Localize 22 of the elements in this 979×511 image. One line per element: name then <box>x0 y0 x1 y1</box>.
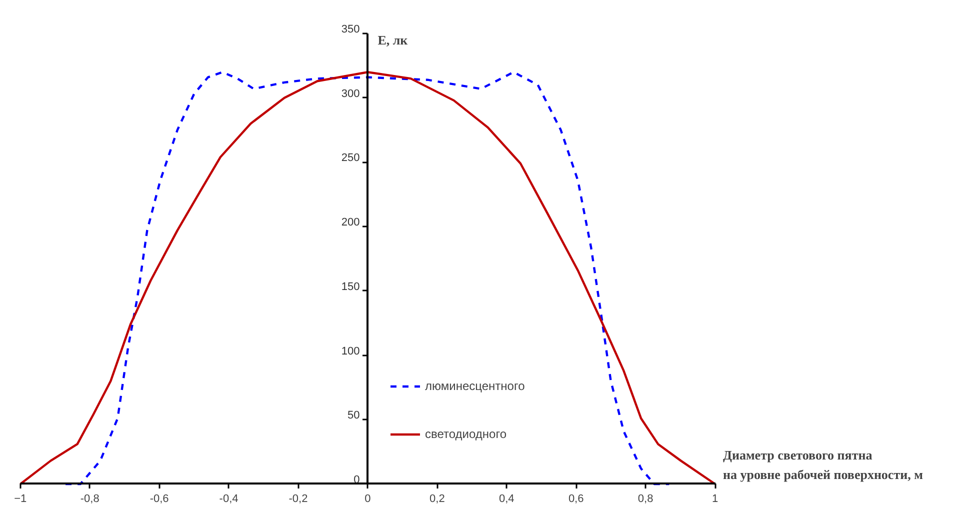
y-tick-label: 250 <box>341 152 360 164</box>
x-tick-label: -0,4 <box>219 492 238 505</box>
x-tick-label: -0,2 <box>288 492 308 505</box>
y-tick-label: 350 <box>341 24 360 36</box>
x-tick-label: 0,6 <box>568 492 584 505</box>
y-tick-label: 200 <box>341 216 360 229</box>
y-tick-label: 100 <box>341 345 360 358</box>
x-tick-label: 0,4 <box>498 492 514 505</box>
x-tick-label: 0,8 <box>638 492 654 505</box>
x-tick-label: -0,8 <box>80 492 100 505</box>
y-tick-label: 50 <box>347 410 360 422</box>
x-tick-label: 0 <box>364 492 371 505</box>
x-tick-label: -0,6 <box>150 492 169 505</box>
y-axis-title: Е, лк <box>378 32 408 48</box>
legend-label: люминесцентного <box>425 379 525 393</box>
x-axis-title: Диаметр светового пятна на уровне рабочей поверхности, м <box>723 447 924 482</box>
y-tick-label: 300 <box>341 88 360 100</box>
y-tick-label: 150 <box>341 280 360 293</box>
x-tick-label: −1 <box>14 492 27 505</box>
legend-label: светодиодного <box>425 427 506 441</box>
x-tick-label: 0,2 <box>430 492 445 505</box>
x-tick-label: 1 <box>712 492 718 505</box>
